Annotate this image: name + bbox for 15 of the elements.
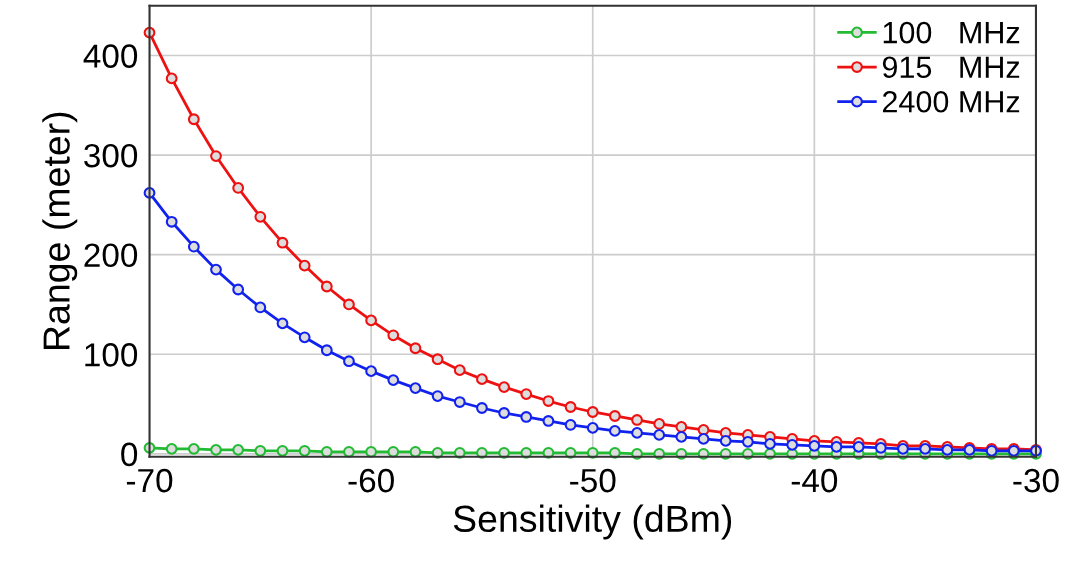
- x-tick-label: -60: [348, 468, 394, 493]
- x-axis-title: Sensitivity (dBm): [453, 504, 732, 540]
- legend-label: 100 MHz: [883, 21, 1020, 44]
- y-tick-label: 100: [85, 343, 138, 367]
- x-tick-label: -70: [126, 468, 173, 493]
- legend-label: 2400 MHz: [882, 90, 1020, 113]
- y-axis-title: Range (meter): [42, 112, 78, 350]
- x-tick-label: -50: [570, 468, 616, 493]
- legend-label: 915 MHz: [882, 56, 1020, 79]
- y-tick-label: 200: [84, 243, 138, 268]
- x-tick-label: -40: [791, 468, 838, 493]
- y-tick-label: 0: [121, 442, 138, 467]
- y-tick-label: 400: [83, 44, 138, 68]
- x-tick-label: -30: [1013, 468, 1059, 493]
- y-tick-label: 300: [84, 143, 138, 168]
